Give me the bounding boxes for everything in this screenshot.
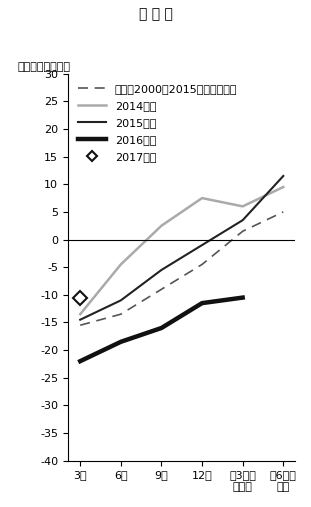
- Legend: 過去（2000－2015年度）の平均, 2014年度, 2015年度, 2016年度, 2017年度: 過去（2000－2015年度）の平均, 2014年度, 2015年度, 2016…: [74, 79, 242, 166]
- Text: 製 造 業: 製 造 業: [139, 8, 172, 22]
- Text: （前年度比、％）: （前年度比、％）: [18, 62, 71, 72]
